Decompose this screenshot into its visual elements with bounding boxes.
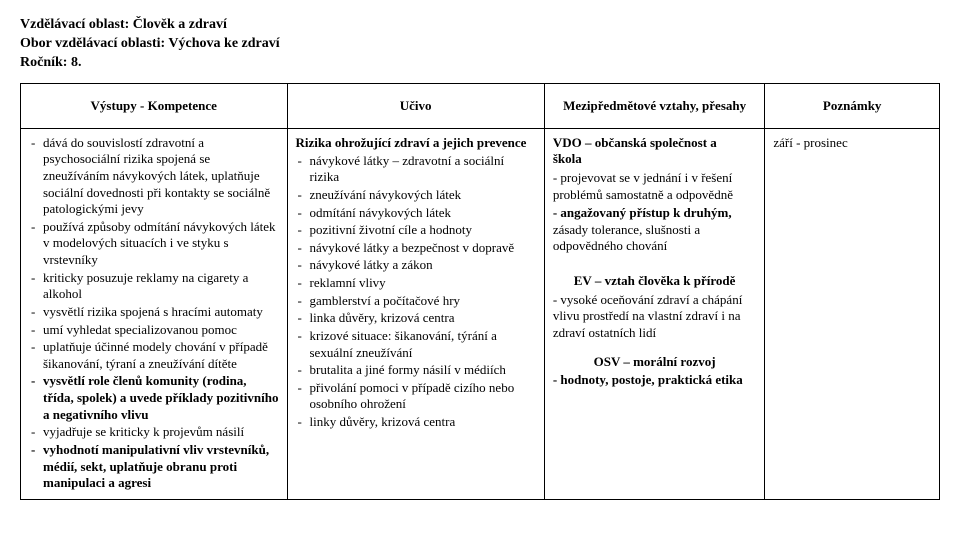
cross-title-2: EV – vztah člověka k přírodě <box>553 273 757 290</box>
col-header-curriculum: Učivo <box>287 83 544 128</box>
col-header-notes: Poznámky <box>765 83 940 128</box>
cross-title-1a: VDO – občanská společnost a <box>553 135 717 150</box>
cross-p2a: - angažovaný přístup k druhým, <box>553 205 732 220</box>
list-item: návykové látky – zdravotní a sociální ri… <box>296 153 536 186</box>
cross-p2b: zásady tolerance, slušnosti a odpovědnéh… <box>553 222 700 254</box>
curriculum-list: návykové látky – zdravotní a sociální ri… <box>296 153 536 431</box>
col-header-cross: Mezipředmětové vztahy, přesahy <box>544 83 765 128</box>
header-line-3: Ročník: 8. <box>20 54 940 73</box>
list-item: uplatňuje účinné modely chování v případ… <box>29 339 279 372</box>
list-item: pozitivní životní cíle a hodnoty <box>296 222 536 239</box>
cross-p3: - vysoké oceňování zdraví a chápání vliv… <box>553 292 757 342</box>
table-header-row: Výstupy - Kompetence Učivo Mezipředmětov… <box>21 83 940 128</box>
list-item: linky důvěry, krizová centra <box>296 414 536 431</box>
list-item: návykové látky a bezpečnost v dopravě <box>296 240 536 257</box>
header-line-1: Vzdělávací oblast: Člověk a zdraví <box>20 16 940 35</box>
list-item: vysvětlí rizika spojená s hracími automa… <box>29 304 279 321</box>
cell-cross: VDO – občanská společnost a škola - proj… <box>544 128 765 499</box>
list-item: vyjadřuje se kriticky k projevům násilí <box>29 424 279 441</box>
curriculum-table: Výstupy - Kompetence Učivo Mezipředmětov… <box>20 83 940 500</box>
list-item: odmítání návykových látek <box>296 205 536 222</box>
list-item: kriticky posuzuje reklamy na cigarety a … <box>29 270 279 303</box>
col-header-outcomes: Výstupy - Kompetence <box>21 83 288 128</box>
cross-title-3: OSV – morální rozvoj <box>553 354 757 371</box>
cross-p4: - hodnoty, postoje, praktická etika <box>553 372 757 389</box>
outcomes-list: dává do souvislostí zdravotní a psychoso… <box>29 135 279 492</box>
list-item: přivolání pomoci v případě cizího nebo o… <box>296 380 536 413</box>
list-item: zneužívání návykových látek <box>296 187 536 204</box>
cell-outcomes: dává do souvislostí zdravotní a psychoso… <box>21 128 288 499</box>
list-item: vyhodnotí manipulativní vliv vrstevníků,… <box>29 442 279 492</box>
list-item: používá způsoby odmítání návykových láte… <box>29 219 279 269</box>
cross-title-2-wrap: EV – vztah člověka k přírodě <box>553 273 757 290</box>
list-item: umí vyhledat specializovanou pomoc <box>29 322 279 339</box>
list-item: návykové látky a zákon <box>296 257 536 274</box>
list-item: krizové situace: šikanování, týrání a se… <box>296 328 536 361</box>
table-row: dává do souvislostí zdravotní a psychoso… <box>21 128 940 499</box>
header-line-2: Obor vzdělávací oblasti: Výchova ke zdra… <box>20 35 940 54</box>
document-header: Vzdělávací oblast: Člověk a zdraví Obor … <box>20 16 940 73</box>
cell-curriculum: Rizika ohrožující zdraví a jejich preven… <box>287 128 544 499</box>
cross-title-1b: škola <box>553 151 582 166</box>
cell-notes: září - prosinec <box>765 128 940 499</box>
curriculum-title: Rizika ohrožující zdraví a jejich preven… <box>296 135 536 151</box>
cross-p1: - projevovat se v jednání i v řešení pro… <box>553 170 757 203</box>
note-period: září - prosinec <box>773 135 847 150</box>
cross-p2: - angažovaný přístup k druhým, zásady to… <box>553 205 757 255</box>
list-item: reklamní vlivy <box>296 275 536 292</box>
list-item: gamblerství a počítačové hry <box>296 293 536 310</box>
list-item: linka důvěry, krizová centra <box>296 310 536 327</box>
list-item: dává do souvislostí zdravotní a psychoso… <box>29 135 279 218</box>
cross-title-3-wrap: OSV – morální rozvoj <box>553 354 757 371</box>
list-item: vysvětlí role členů komunity (rodina, tř… <box>29 373 279 423</box>
list-item: brutalita a jiné formy násilí v médiích <box>296 362 536 379</box>
cross-title-1: VDO – občanská společnost a škola <box>553 135 757 168</box>
